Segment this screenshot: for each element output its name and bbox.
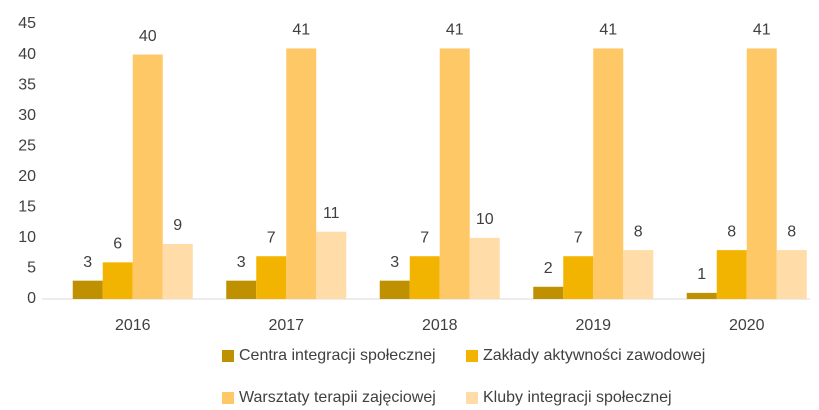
y-tick-label: 5 (27, 260, 36, 277)
legend-swatch (222, 350, 234, 362)
x-tick-label: 2019 (575, 317, 611, 334)
legend-swatch (222, 392, 234, 404)
bar (593, 48, 624, 299)
y-tick-label: 25 (18, 137, 36, 154)
data-label: 11 (323, 205, 340, 222)
y-tick-label: 10 (18, 229, 36, 246)
bar (102, 262, 133, 299)
x-tick-label: 2017 (268, 317, 304, 334)
bar (686, 292, 717, 299)
data-label: 8 (787, 223, 796, 240)
y-tick-label: 15 (18, 199, 36, 216)
bar (716, 250, 747, 299)
y-tick-label: 30 (18, 107, 36, 124)
data-label: 1 (697, 266, 706, 283)
data-label: 2 (544, 260, 553, 277)
bar (623, 250, 654, 299)
bar (533, 286, 564, 299)
legend-swatch (466, 392, 478, 404)
data-label: 9 (173, 217, 182, 234)
data-label: 7 (420, 229, 429, 246)
data-label: 7 (267, 229, 276, 246)
bar (776, 250, 807, 299)
bar (469, 237, 500, 299)
bar (256, 256, 287, 299)
bar (409, 256, 440, 299)
data-label: 40 (139, 28, 157, 45)
data-label: 41 (292, 22, 310, 39)
bar (162, 244, 193, 299)
legend-label: Zakłady aktywności zawodowej (483, 347, 705, 364)
data-label: 41 (753, 22, 771, 39)
bar (379, 280, 410, 299)
data-label: 10 (476, 211, 494, 228)
y-tick-label: 40 (18, 46, 36, 63)
legend-swatch (466, 350, 478, 362)
data-label: 6 (113, 236, 122, 253)
data-label: 7 (574, 229, 583, 246)
data-label: 3 (390, 254, 399, 271)
bar (226, 280, 257, 299)
bar (439, 48, 470, 299)
legend-label: Centra integracji społecznej (239, 347, 436, 364)
data-label: 3 (237, 254, 246, 271)
y-tick-label: 20 (18, 168, 36, 185)
y-tick-label: 45 (18, 15, 36, 32)
y-tick-label: 35 (18, 76, 36, 93)
legend-label: Kluby integracji społecznej (483, 389, 672, 406)
data-label: 8 (634, 223, 643, 240)
data-label: 41 (599, 22, 617, 39)
data-label: 3 (83, 254, 92, 271)
x-tick-label: 2020 (729, 317, 765, 334)
legend-label: Warsztaty terapii zajęciowej (239, 389, 436, 406)
bar (746, 48, 777, 299)
bar (286, 48, 317, 299)
bar (316, 231, 347, 299)
bar (563, 256, 594, 299)
x-tick-label: 2016 (115, 317, 151, 334)
x-tick-label: 2018 (422, 317, 458, 334)
bar (132, 54, 163, 299)
bar (72, 280, 103, 299)
data-label: 41 (446, 22, 464, 39)
y-tick-label: 0 (27, 290, 36, 307)
data-label: 8 (727, 223, 736, 240)
